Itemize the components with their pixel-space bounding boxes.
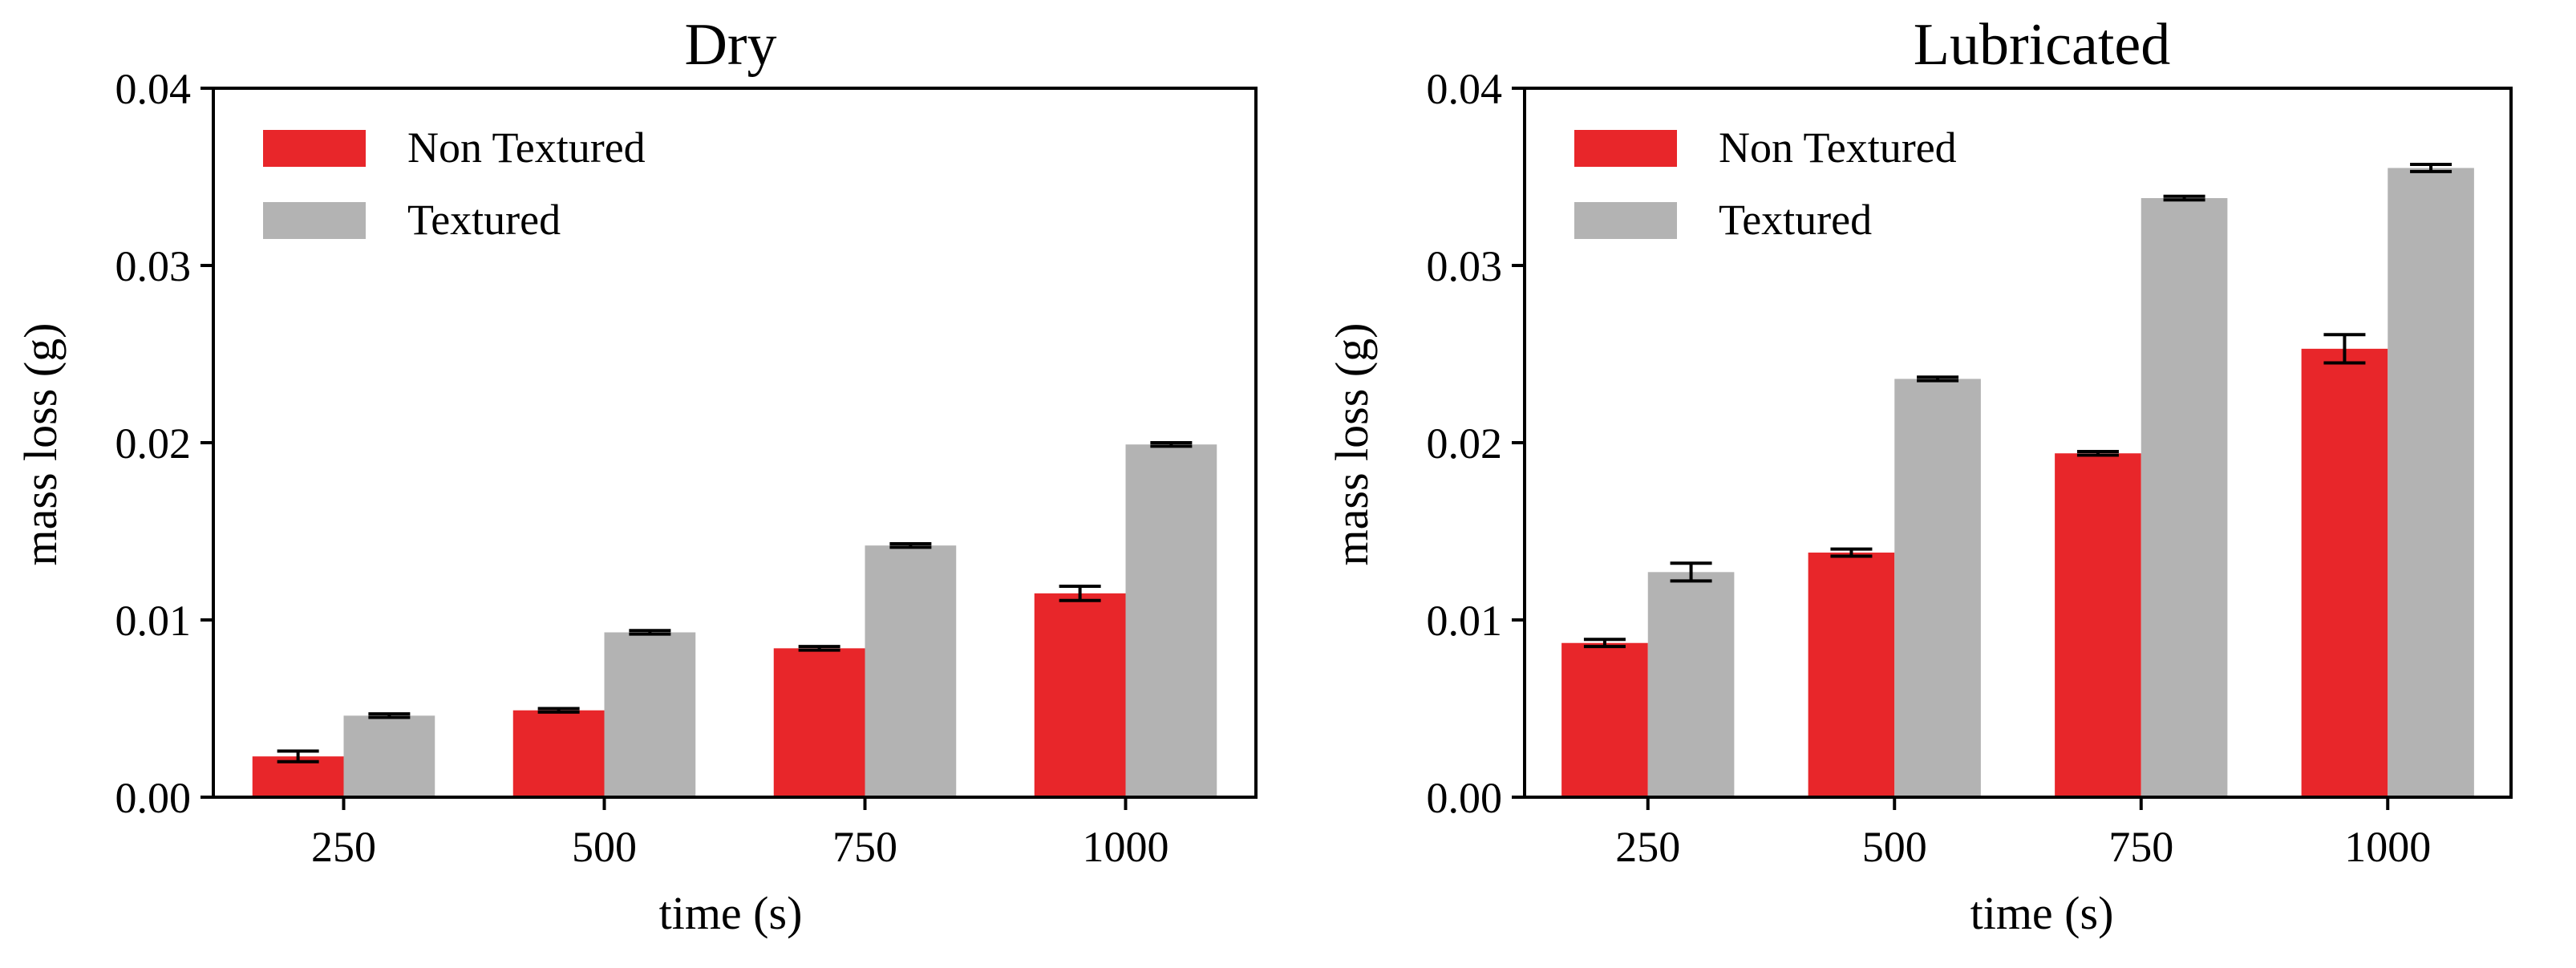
bar-non-textured-750 xyxy=(773,648,865,797)
legend-label-textured: Textured xyxy=(407,196,561,244)
x-axis: 250 500 750 1000 xyxy=(311,797,1169,871)
y-tick-label: 0.04 xyxy=(115,65,192,113)
y-tick-label: 0.03 xyxy=(115,242,192,290)
x-axis-label: time (s) xyxy=(1970,887,2114,939)
chart-title: Lubricated xyxy=(1914,12,2171,78)
bar-textured-1000 xyxy=(1125,444,1217,797)
y-axis-label: mass loss (g) xyxy=(1326,323,1378,566)
bar-textured-750 xyxy=(865,545,957,797)
errorbar-non-textured-250 xyxy=(1583,638,1626,649)
y-axis-label: mass loss (g) xyxy=(14,323,67,566)
legend-swatch-non-textured xyxy=(263,130,366,167)
bar-non-textured-1000 xyxy=(1034,593,1126,797)
x-tick-label: 500 xyxy=(572,823,637,871)
bar-textured-1000 xyxy=(2388,168,2474,797)
legend: Non Textured Textured xyxy=(1574,124,1957,244)
errorbar-non-textured-750 xyxy=(798,645,840,652)
bar-textured-750 xyxy=(2141,198,2228,797)
errorbar-textured-500 xyxy=(1917,375,1959,383)
y-axis: 0.00 0.01 0.02 0.03 0.04 xyxy=(115,65,213,822)
chart-lubricated: Lubricated mass loss (g) time (s) 0.000.… xyxy=(1326,12,2513,939)
legend: Non Textured Textured xyxy=(263,124,646,244)
y-axis: 0.00 0.01 0.02 0.03 0.04 xyxy=(1427,65,1525,822)
x-tick-label: 750 xyxy=(832,823,897,871)
errorbar-non-textured-1000 xyxy=(2323,333,2366,365)
y-tick-label: 0.00 xyxy=(1427,774,1503,822)
errorbar-non-textured-500 xyxy=(537,707,580,714)
x-axis: 250 500 750 1000 xyxy=(1615,797,2431,871)
bar-non-textured-1000 xyxy=(2301,348,2388,797)
bar-textured-250 xyxy=(1647,572,1735,797)
y-tick-label: 0.01 xyxy=(115,597,192,645)
chart-title: Dry xyxy=(684,12,776,78)
legend-label-non-textured: Non Textured xyxy=(1719,124,1957,172)
errorbar-non-textured-500 xyxy=(1830,547,1873,558)
y-tick-label: 0.00 xyxy=(115,774,192,822)
legend-label-non-textured: Non Textured xyxy=(407,124,646,172)
bar-non-textured-500 xyxy=(512,710,605,797)
legend-swatch-non-textured xyxy=(1574,130,1677,167)
errorbar-non-textured-1000 xyxy=(1059,585,1101,602)
y-tick-label: 0.04 xyxy=(1427,65,1503,113)
x-tick-label: 500 xyxy=(1862,823,1927,871)
y-tick-label: 0.02 xyxy=(1427,419,1503,468)
bar-textured-500 xyxy=(1894,379,1981,797)
y-tick-label: 0.01 xyxy=(1427,597,1503,645)
chart-dry: Dry mass loss (g) time (s) 0.000.010.020… xyxy=(14,12,1258,939)
x-tick-label: 1000 xyxy=(2344,823,2431,871)
errorbar-textured-500 xyxy=(629,629,671,636)
x-axis-label: time (s) xyxy=(659,887,803,939)
legend-swatch-textured xyxy=(1574,202,1677,239)
errorbar-textured-1000 xyxy=(2410,163,2452,173)
errorbar-non-textured-250 xyxy=(277,749,319,763)
x-tick-label: 750 xyxy=(2108,823,2173,871)
errorbar-textured-750 xyxy=(2163,194,2205,202)
x-tick-label: 1000 xyxy=(1083,823,1169,871)
legend-swatch-textured xyxy=(263,202,366,239)
errorbar-textured-1000 xyxy=(1150,441,1193,448)
bars xyxy=(252,441,1217,797)
legend-label-textured: Textured xyxy=(1719,196,1872,244)
bar-non-textured-500 xyxy=(1808,553,1895,797)
x-tick-label: 250 xyxy=(1615,823,1680,871)
errorbar-non-textured-750 xyxy=(2076,450,2119,457)
bar-textured-500 xyxy=(604,632,696,797)
y-tick-label: 0.02 xyxy=(115,419,192,468)
errorbar-textured-750 xyxy=(889,541,932,549)
bar-non-textured-250 xyxy=(1561,642,1648,797)
bars xyxy=(1561,163,2474,797)
bar-non-textured-750 xyxy=(2055,453,2141,797)
errorbar-textured-250 xyxy=(368,712,411,719)
bar-textured-250 xyxy=(343,715,435,797)
errorbar-textured-250 xyxy=(1670,561,1712,583)
x-tick-label: 250 xyxy=(311,823,376,871)
y-tick-label: 0.03 xyxy=(1427,242,1503,290)
